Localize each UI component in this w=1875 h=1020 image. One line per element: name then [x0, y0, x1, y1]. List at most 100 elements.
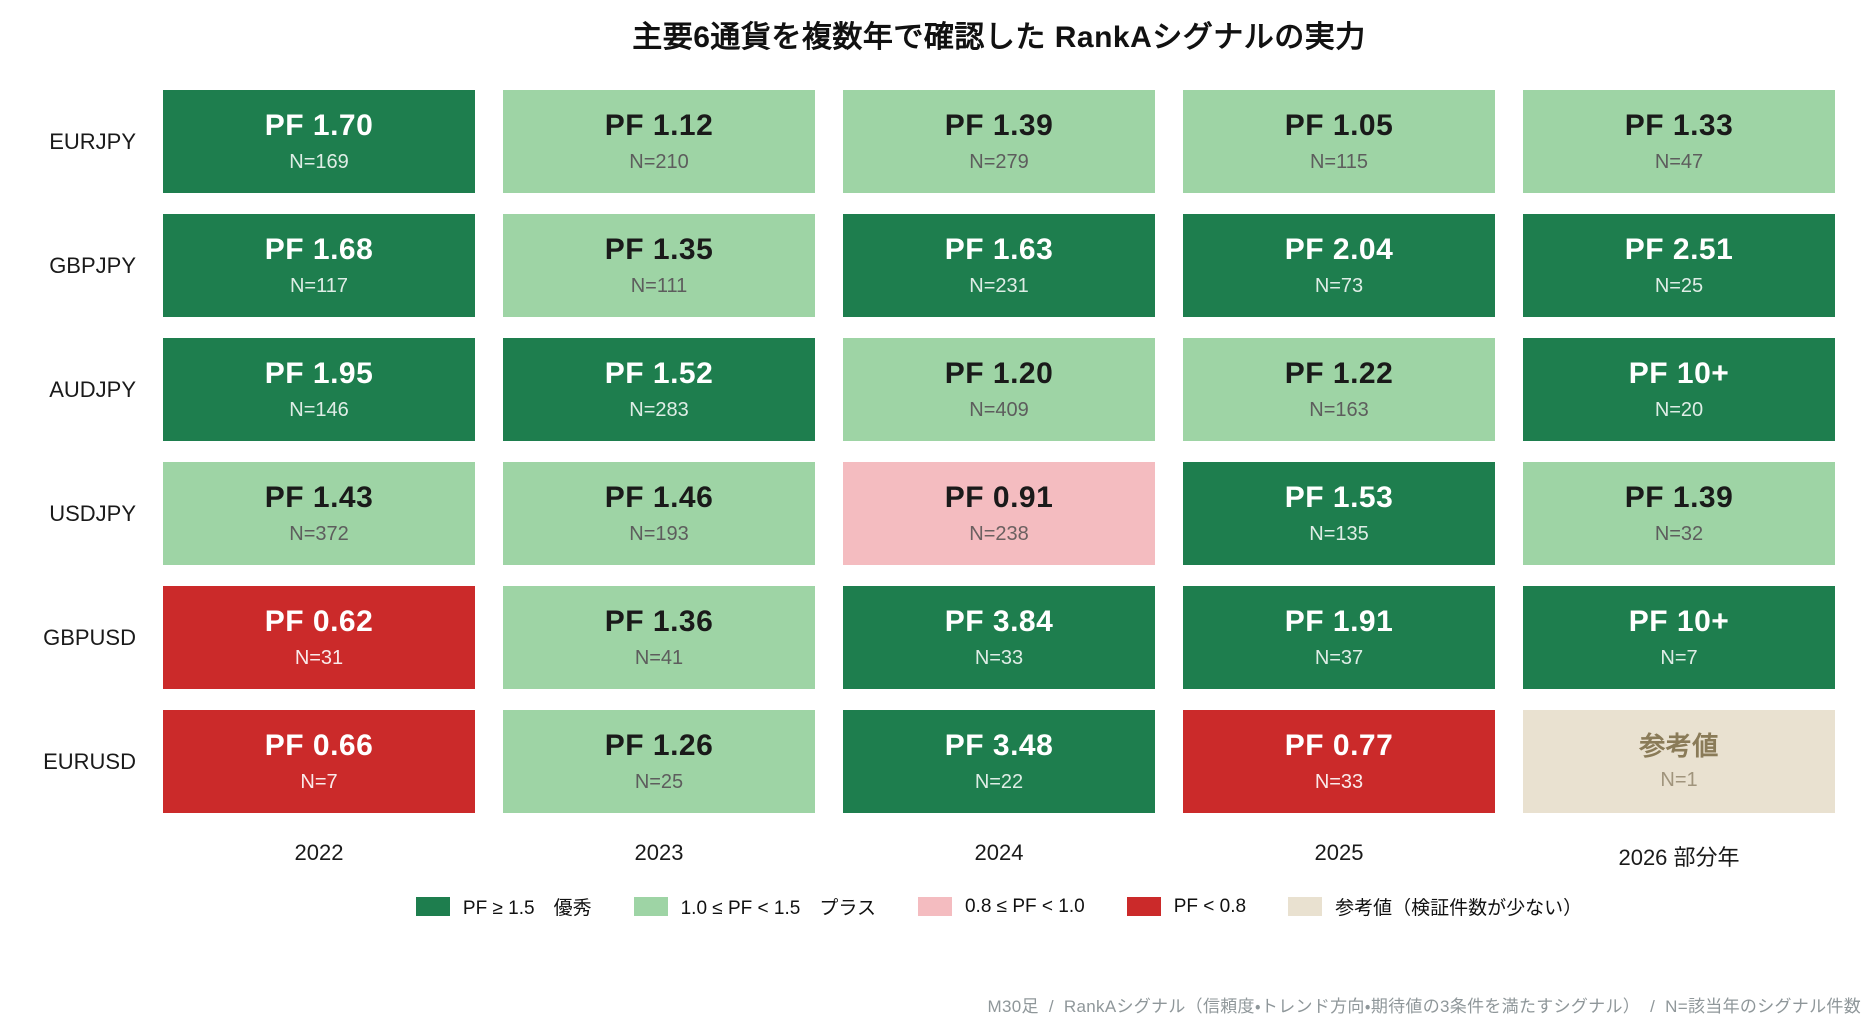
heatmap-cell-eurjpy-2026: PF 1.33 N=47 — [1523, 90, 1835, 193]
n-count: N=41 — [634, 647, 684, 669]
row-label-audjpy: AUDJPY — [49, 376, 136, 402]
heatmap-cell-gbpusd-2024: PF 3.84 N=33 — [843, 586, 1155, 689]
pf-value: PF 0.91 — [944, 481, 1054, 514]
col-label-2023: 2023 — [634, 840, 684, 865]
heatmap-cell-gbpusd-2026: PF 10+ N=7 — [1523, 586, 1835, 689]
pf-value: PF 1.91 — [1284, 605, 1394, 638]
legend-label: 参考値（検証件数が少ない） — [1335, 898, 1583, 919]
heatmap-cell-audjpy-2023: PF 1.52 N=283 — [503, 338, 815, 441]
heatmap-cell-eurjpy-2024: PF 1.39 N=279 — [843, 90, 1155, 193]
n-count: N=7 — [1660, 647, 1698, 669]
heatmap-cell-audjpy-2022: PF 1.95 N=146 — [163, 338, 475, 441]
n-count: N=169 — [289, 151, 349, 173]
n-count: N=33 — [1314, 771, 1364, 793]
legend-label: 0.8 ≤ PF < 1.0 — [964, 895, 1085, 917]
pf-value: PF 1.43 — [264, 481, 374, 514]
heatmap-cell-eurjpy-2025: PF 1.05 N=115 — [1183, 90, 1495, 193]
n-count: N=135 — [1309, 523, 1369, 545]
pf-value: PF 1.39 — [1624, 481, 1734, 514]
pf-value: PF 1.20 — [944, 357, 1054, 390]
n-count: N=409 — [969, 399, 1029, 421]
pf-value: PF 1.33 — [1624, 109, 1734, 142]
n-count: N=283 — [629, 399, 689, 421]
heatmap-cell-audjpy-2026: PF 10+ N=20 — [1523, 338, 1835, 441]
legend-item-ref: 参考値（検証件数が少ない） — [1288, 893, 1582, 920]
heatmap-cell-usdjpy-2022: PF 1.43 N=372 — [163, 462, 475, 565]
pf-value: PF 1.05 — [1284, 109, 1394, 142]
legend-swatch-plus — [633, 897, 668, 916]
pf-value: PF 0.66 — [264, 729, 374, 762]
pf-value: PF 3.84 — [944, 605, 1054, 638]
pf-value: PF 2.04 — [1284, 233, 1394, 266]
pf-value: PF 3.48 — [944, 729, 1054, 762]
n-count: N=111 — [630, 275, 688, 297]
row-label-usdjpy: USDJPY — [49, 500, 136, 526]
pf-value: PF 1.39 — [944, 109, 1054, 142]
n-count: N=1 — [1660, 769, 1698, 791]
pf-value: PF 1.52 — [604, 357, 714, 390]
pf-value: PF 0.77 — [1284, 729, 1394, 762]
heatmap-cell-audjpy-2024: PF 1.20 N=409 — [843, 338, 1155, 441]
n-count: N=372 — [289, 523, 349, 545]
n-count: N=25 — [1654, 275, 1704, 297]
heatmap-cell-gbpusd-2025: PF 1.91 N=37 — [1183, 586, 1495, 689]
n-count: N=25 — [634, 771, 684, 793]
pf-value: PF 1.68 — [264, 233, 374, 266]
pf-value: 参考値 — [1639, 731, 1719, 761]
pf-value: PF 2.51 — [1624, 233, 1734, 266]
n-count: N=31 — [294, 647, 344, 669]
n-count: N=231 — [969, 275, 1029, 297]
legend-swatch-warn — [917, 897, 952, 916]
row-label-eurusd: EURUSD — [43, 748, 136, 774]
legend-item-bad: PF < 0.8 — [1126, 895, 1247, 918]
row-label-gbpusd: GBPUSD — [43, 624, 136, 650]
pf-value: PF 1.12 — [604, 109, 714, 142]
legend-swatch-excellent — [415, 897, 450, 916]
pf-value: PF 0.62 — [264, 605, 374, 638]
n-count: N=163 — [1309, 399, 1369, 421]
pf-value: PF 1.53 — [1284, 481, 1394, 514]
legend-swatch-bad — [1126, 897, 1161, 916]
heatmap-cell-eurusd-2026: 参考値 N=1 — [1523, 710, 1835, 813]
n-count: N=20 — [1654, 399, 1704, 421]
chart-footer-note: M30足 / RankAシグナル（信頼度・トレンド方向・期待値の3条件を満たすシ… — [987, 997, 1861, 1016]
n-count: N=37 — [1314, 647, 1364, 669]
legend-item-plus: 1.0 ≤ PF < 1.5 プラス — [633, 893, 876, 920]
pf-value: PF 10+ — [1628, 605, 1730, 638]
heatmap-cell-eurjpy-2023: PF 1.12 N=210 — [503, 90, 815, 193]
n-count: N=115 — [1309, 151, 1368, 173]
heatmap-cell-audjpy-2025: PF 1.22 N=163 — [1183, 338, 1495, 441]
heatmap-cell-gbpjpy-2022: PF 1.68 N=117 — [163, 214, 475, 317]
heatmap-cell-usdjpy-2025: PF 1.53 N=135 — [1183, 462, 1495, 565]
heatmap-cell-gbpusd-2022: PF 0.62 N=31 — [163, 586, 475, 689]
n-count: N=7 — [300, 771, 338, 793]
heatmap-cell-eurusd-2025: PF 0.77 N=33 — [1183, 710, 1495, 813]
heatmap-cell-gbpjpy-2023: PF 1.35 N=111 — [503, 214, 815, 317]
n-count: N=210 — [629, 151, 689, 173]
heatmap-cell-eurjpy-2022: PF 1.70 N=169 — [163, 90, 475, 193]
legend-item-excellent: PF ≥ 1.5 優秀 — [415, 893, 592, 920]
n-count: N=117 — [289, 275, 348, 297]
n-count: N=238 — [969, 523, 1029, 545]
heatmap-cell-eurusd-2024: PF 3.48 N=22 — [843, 710, 1155, 813]
chart-title: 主要6通貨を複数年で確認した RankAシグナルの実力 — [632, 21, 1366, 54]
legend: PF ≥ 1.5 優秀 1.0 ≤ PF < 1.5 プラス 0.8 ≤ PF < … — [163, 893, 1835, 920]
legend-label: 1.0 ≤ PF < 1.5 プラス — [680, 898, 876, 919]
heatmap-cell-eurusd-2022: PF 0.66 N=7 — [163, 710, 475, 813]
n-count: N=33 — [974, 647, 1024, 669]
n-count: N=193 — [629, 523, 689, 545]
n-count: N=73 — [1314, 275, 1364, 297]
n-count: N=279 — [969, 151, 1029, 173]
pf-value: PF 1.22 — [1284, 357, 1394, 390]
heatmap-cell-gbpjpy-2025: PF 2.04 N=73 — [1183, 214, 1495, 317]
legend-label: PF < 0.8 — [1173, 895, 1247, 917]
heatmap-cell-eurusd-2023: PF 1.26 N=25 — [503, 710, 815, 813]
heatmap-cell-gbpjpy-2024: PF 1.63 N=231 — [843, 214, 1155, 317]
col-label-2024: 2024 — [974, 840, 1024, 865]
col-label-2022: 2022 — [294, 840, 344, 865]
col-label-2026: 2026 部分年 — [1618, 845, 1740, 870]
n-count: N=22 — [974, 771, 1024, 793]
heatmap-cell-usdjpy-2026: PF 1.39 N=32 — [1523, 462, 1835, 565]
row-label-gbpjpy: GBPJPY — [49, 252, 136, 278]
heatmap-cell-gbpusd-2023: PF 1.36 N=41 — [503, 586, 815, 689]
